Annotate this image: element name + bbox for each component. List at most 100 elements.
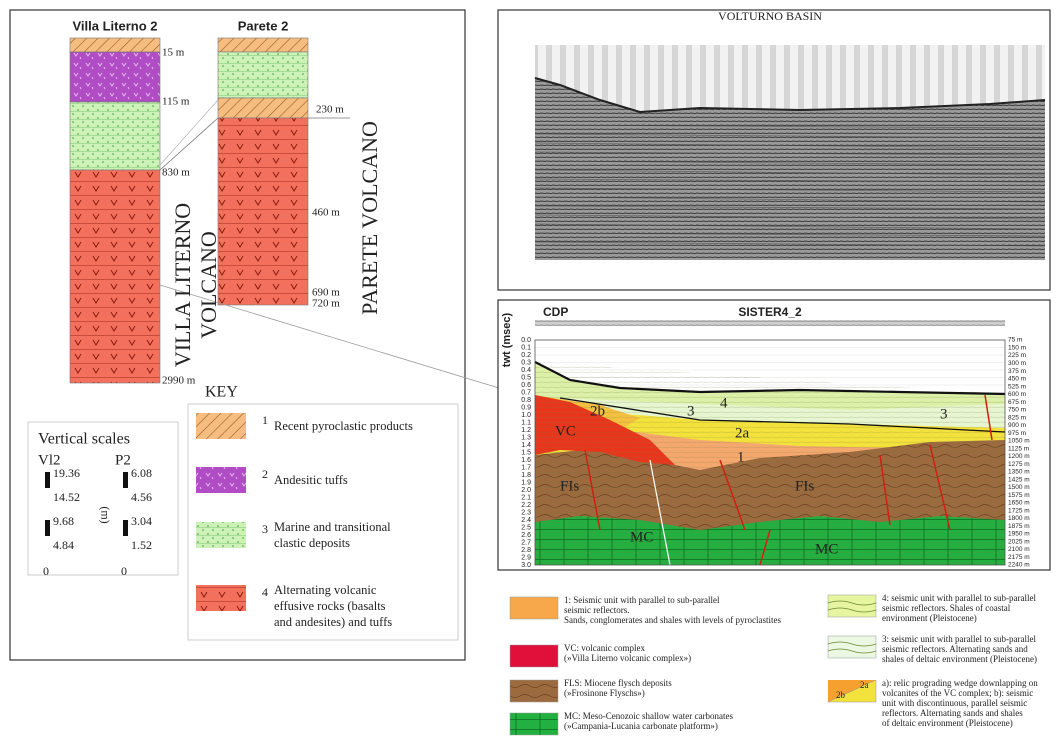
legend-text: shales of deltaic environment (Pleistoce… — [882, 654, 1037, 664]
well-title: Villa Literno 2 — [72, 18, 157, 33]
legend-swatch — [828, 636, 876, 658]
cdp-label: CDP — [543, 305, 568, 319]
unit-label: FIs — [560, 478, 579, 494]
depth-tick: 1950 m — [1008, 531, 1030, 538]
legend-swatch — [510, 713, 558, 735]
legend-swatch — [510, 680, 558, 702]
depth-tick: 2100 m — [1008, 546, 1030, 553]
scale-bar — [45, 520, 50, 536]
twt-tick: 2.9 — [521, 554, 531, 561]
depth-tick: 1275 m — [1008, 461, 1030, 468]
legend-text: VC: volcanic complex — [564, 643, 645, 653]
twt-tick: 0.1 — [521, 344, 531, 351]
twt-tick: 0.3 — [521, 359, 531, 366]
depth-tick: 750 m — [1008, 407, 1026, 414]
legend-text: seismic reflectors. Alternating sands an… — [882, 644, 1028, 654]
column-layer — [218, 38, 308, 52]
depth-tick: 1575 m — [1008, 492, 1030, 499]
column-layer — [70, 170, 160, 383]
water-column — [535, 45, 1045, 112]
key-text: Marine and transitional — [274, 520, 391, 534]
legend-swatch — [510, 645, 558, 667]
legend-text: a): relic prograding wedge downlapping o… — [882, 678, 1038, 688]
scale-title: Vertical scales — [38, 431, 130, 448]
key-number: 1 — [262, 413, 268, 427]
legend-text: (»Frosinone Flyschs») — [564, 688, 645, 698]
depth-tick: 1200 m — [1008, 453, 1030, 460]
depth-tick: 825 m — [1008, 414, 1026, 421]
patch-label: 2a — [860, 680, 869, 690]
scale-tick: 6.08 — [131, 466, 152, 480]
cdp-strip — [535, 320, 1005, 326]
legend-text: reflectors. Alternating sands and shales — [882, 708, 1023, 718]
unit-label: VC — [555, 423, 576, 439]
depth-tick: 1500 m — [1008, 484, 1030, 491]
depth-tick: 150 m — [1008, 344, 1026, 351]
twt-tick: 1.8 — [521, 472, 531, 479]
twt-tick: 1.0 — [521, 412, 531, 419]
scale-tick: 1.52 — [131, 538, 152, 552]
depth-tick: 1650 m — [1008, 500, 1030, 507]
twt-tick: 1.9 — [521, 479, 531, 486]
key-swatch — [196, 522, 246, 548]
scale-bar — [123, 472, 128, 488]
depth-label: 2990 m — [162, 375, 196, 387]
scale-tick: 19.36 — [53, 466, 80, 480]
figure: Villa Literno 2Parete 215 m115 m830 m299… — [0, 0, 1056, 738]
depth-label: 830 m — [162, 167, 190, 179]
depth-tick: 1125 m — [1008, 445, 1029, 452]
depth-label: 115 m — [162, 96, 190, 108]
depth-tick: 450 m — [1008, 376, 1026, 383]
twt-tick: 2.6 — [521, 532, 531, 539]
unit-label: FIs — [795, 478, 814, 494]
legend-text: Sands, conglomerates and shales with lev… — [564, 615, 781, 625]
scale-tick: 4.56 — [131, 490, 152, 504]
key-swatch — [196, 467, 246, 493]
twt-tick: 2.1 — [521, 494, 531, 501]
column-layer — [70, 102, 160, 170]
twt-tick: 1.1 — [521, 419, 531, 426]
depth-label: 230 m — [316, 104, 344, 116]
scale-bar — [45, 472, 50, 488]
twt-tick: 0.0 — [521, 337, 531, 344]
twt-tick: 0.7 — [521, 389, 531, 396]
well-title: Parete 2 — [238, 18, 289, 33]
panel-title: VOLTURNO BASIN — [718, 9, 822, 23]
legend-text: unit with discontinuous, parallel seismi… — [882, 698, 1027, 708]
scale-bar — [123, 520, 128, 536]
legend-text: (»Campania-Lucania carbonate platform») — [564, 721, 718, 731]
twt-tick: 1.4 — [521, 442, 531, 449]
scale-label: P2 — [115, 452, 131, 468]
twt-tick: 3.0 — [521, 562, 531, 569]
unit-label: MC — [630, 529, 653, 545]
legend-text: (»Villa Literno volcanic complex») — [564, 653, 691, 663]
depth-tick: 1875 m — [1008, 523, 1030, 530]
volcano-label: VILLA LITERNO — [170, 203, 195, 367]
scale-tick: 3.04 — [131, 514, 152, 528]
patch-label: 2b — [836, 690, 846, 700]
depth-label: 720 m — [312, 298, 340, 310]
twt-tick: 2.4 — [521, 517, 531, 524]
depth-label: 460 m — [312, 207, 340, 219]
unit-label: 2b — [590, 403, 605, 419]
legend-text: of deltaic environment (Pleistocene) — [882, 718, 1013, 728]
scale-tick: 9.68 — [53, 514, 74, 528]
legend-text: 3: seismic unit with parallel to sub-par… — [882, 634, 1036, 644]
key-swatch — [196, 413, 246, 439]
column-layer — [70, 38, 160, 52]
key-text: Recent pyroclastic products — [274, 419, 413, 433]
scale-unit: (m) — [98, 506, 112, 523]
legend-text: FLS: Miocene flysch deposits — [564, 678, 672, 688]
depth-tick: 1350 m — [1008, 469, 1030, 476]
twt-tick: 0.2 — [521, 352, 531, 359]
twt-tick: 0.6 — [521, 382, 531, 389]
depth-tick: 525 m — [1008, 383, 1026, 390]
column-layer — [218, 52, 308, 98]
twt-tick: 0.9 — [521, 404, 531, 411]
twt-tick: 1.2 — [521, 427, 531, 434]
section-title: SISTER4_2 — [738, 305, 802, 319]
volcano-label: PARETE VOLCANO — [357, 121, 382, 315]
legend-text: MC: Meso-Cenozoic shallow water carbonat… — [564, 711, 733, 721]
key-text: and andesites) and tuffs — [274, 615, 392, 629]
legend-text: 4: seismic unit with parallel to sub-par… — [882, 593, 1036, 603]
